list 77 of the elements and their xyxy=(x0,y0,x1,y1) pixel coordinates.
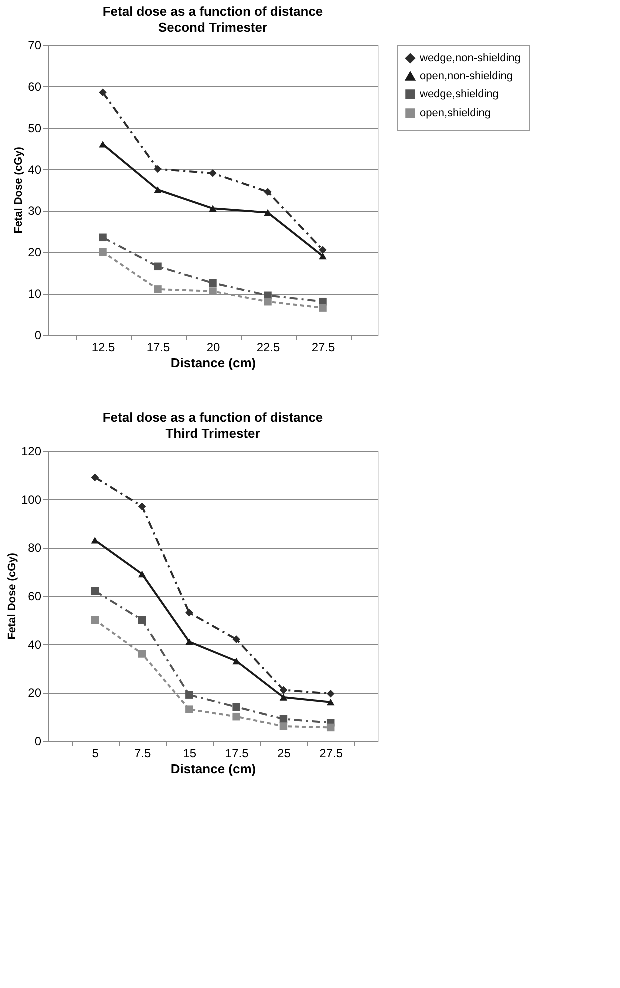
point xyxy=(138,502,146,510)
point xyxy=(154,286,162,294)
y-axis-title: Fetal Dose (cGy) xyxy=(13,146,26,234)
y-tick-label: 50 xyxy=(28,121,42,136)
x-tick-label: 15 xyxy=(183,746,197,760)
y-tick-label: 60 xyxy=(28,590,42,604)
point xyxy=(326,698,335,706)
x-tick-label: 27.5 xyxy=(312,340,336,354)
y-tick-label: 120 xyxy=(21,444,42,458)
legend-label: wedge,shielding xyxy=(419,88,499,100)
chart-title: Fetal dose as a function of distance xyxy=(102,4,324,19)
y-tick-label: 30 xyxy=(28,204,42,218)
x-tick-label: 7.5 xyxy=(134,746,152,760)
point xyxy=(91,616,100,624)
y-tick-label: 40 xyxy=(28,162,42,177)
legend-label: open,shielding xyxy=(420,108,491,120)
point xyxy=(232,712,240,721)
point xyxy=(232,636,240,644)
point xyxy=(209,279,217,288)
point xyxy=(264,298,272,306)
x-tick-label: 22.5 xyxy=(256,340,280,354)
y-tick-label: 70 xyxy=(28,38,42,52)
point xyxy=(99,234,107,242)
y-tick-label: 20 xyxy=(28,246,42,260)
point xyxy=(280,722,288,730)
x-axis-title: Distance (cm) xyxy=(170,762,256,776)
point xyxy=(138,616,146,624)
point xyxy=(138,650,146,658)
point xyxy=(99,248,107,256)
point xyxy=(209,205,217,212)
point xyxy=(280,694,288,701)
point xyxy=(326,724,335,732)
point xyxy=(186,706,194,714)
point xyxy=(154,262,162,271)
point xyxy=(99,88,107,97)
point xyxy=(264,209,272,216)
point xyxy=(319,304,327,312)
point xyxy=(326,690,335,698)
point xyxy=(280,686,288,694)
point xyxy=(186,609,194,617)
x-tick-label: 20 xyxy=(206,340,220,354)
point xyxy=(264,188,272,196)
chart-subtitle: Third Trimester xyxy=(166,426,260,441)
point xyxy=(186,638,194,646)
y-tick-label: 80 xyxy=(28,541,42,556)
point xyxy=(91,474,100,482)
point xyxy=(232,658,240,665)
point xyxy=(154,165,162,174)
point xyxy=(319,246,327,254)
point xyxy=(91,537,100,544)
legend-label: wedge,non-shielding xyxy=(419,52,521,64)
y-tick-label: 100 xyxy=(21,492,42,507)
x-axis-title: Distance (cm) xyxy=(170,356,256,370)
y-tick-label: 20 xyxy=(28,686,42,700)
y-axis-title: Fetal Dose (cGy) xyxy=(6,552,18,640)
point xyxy=(319,252,327,260)
point xyxy=(186,691,194,699)
point xyxy=(209,288,217,296)
chart-subtitle: Second Trimester xyxy=(158,20,268,35)
y-tick-label: 40 xyxy=(28,638,42,652)
x-tick-label: 17.5 xyxy=(225,746,250,760)
legend-label: open,non-shielding xyxy=(420,70,513,82)
x-tick-label: 17.5 xyxy=(146,340,170,354)
point xyxy=(154,186,162,194)
y-tick-label: 60 xyxy=(28,80,42,94)
point xyxy=(138,570,146,578)
point xyxy=(91,587,100,596)
point xyxy=(232,703,240,712)
x-tick-label: 5 xyxy=(92,746,100,760)
chart-title: Fetal dose as a function of distance xyxy=(102,410,324,425)
point xyxy=(209,170,217,178)
x-tick-label: 27.5 xyxy=(320,746,344,760)
x-tick-label: 25 xyxy=(278,746,292,760)
x-tick-label: 12.5 xyxy=(92,340,116,354)
y-tick-label: 10 xyxy=(28,287,42,302)
y-tick-label: 0 xyxy=(34,328,42,342)
y-tick-label: 0 xyxy=(34,734,42,748)
